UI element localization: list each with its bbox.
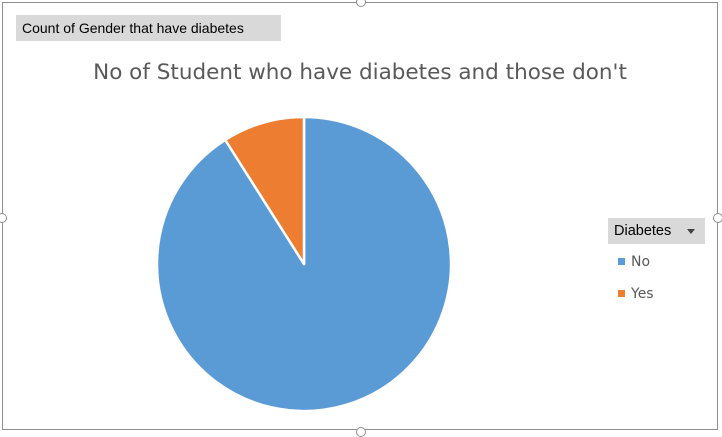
resize-handle-left[interactable] — [0, 213, 7, 223]
legend-label-yes: Yes — [631, 286, 654, 302]
resize-handle-right[interactable] — [713, 213, 722, 223]
legend-item-no: No — [618, 252, 650, 272]
legend-field-button[interactable]: Diabetes — [608, 218, 705, 244]
legend-swatch-yes — [618, 290, 625, 297]
legend-label-no: No — [631, 254, 651, 270]
pie-slice-yes[interactable] — [223, 115, 306, 266]
chart-title: No of Student who have diabetes and thos… — [93, 60, 627, 85]
resize-handle-top[interactable] — [356, 0, 366, 7]
legend-swatch-no — [618, 258, 625, 265]
pivot-value-field-button[interactable]: Count of Gender that have diabetes — [16, 15, 281, 41]
legend-item-yes: Yes — [618, 284, 654, 304]
dropdown-arrow-icon[interactable] — [687, 229, 695, 234]
legend-field-label: Diabetes — [614, 223, 672, 239]
